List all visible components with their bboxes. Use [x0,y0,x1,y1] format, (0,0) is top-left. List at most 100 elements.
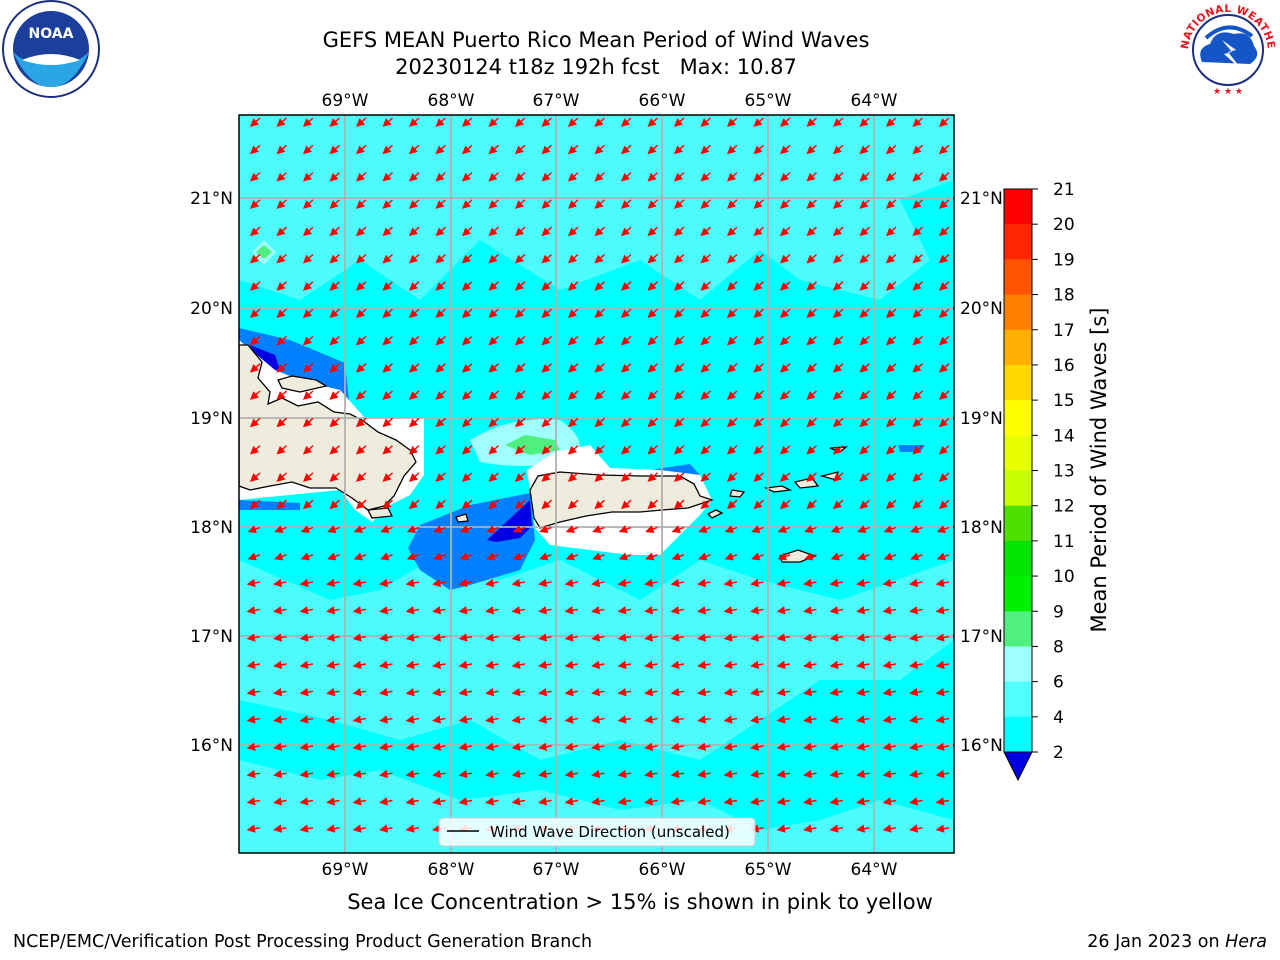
wind-arrow [382,144,393,155]
wind-arrow [935,769,950,779]
wind-arrow [723,660,738,669]
wind-arrow [514,172,526,182]
wind-arrow [885,417,897,428]
wind-arrow [276,417,287,428]
wind-arrow [405,824,420,833]
wind-arrow [511,633,526,642]
wind-arrow [514,472,526,482]
wind-arrow [647,499,658,510]
wind-arrow [644,688,658,697]
wind-arrow [700,335,711,346]
wind-arrow [753,445,764,455]
map-frame [238,114,955,854]
wind-arrow [405,660,420,669]
wind-arrow [408,390,420,400]
wind-arrow [249,472,261,482]
wind-arrow [647,226,658,237]
wind-arrow [591,742,605,751]
wind-arrow [249,390,261,400]
wind-arrow [806,363,817,373]
wind-arrow [432,742,446,751]
wind-arrow [435,499,446,510]
wind-arrow [697,797,711,806]
wind-arrow [723,742,738,751]
wind-arrow [514,308,526,319]
wind-arrow [700,417,711,428]
wind-arrow [435,363,446,373]
wind-arrow [912,335,923,346]
wind-arrow [912,199,923,209]
wind-arrow [832,172,844,182]
wind-arrow [779,335,791,346]
lon-label-top: 68°W [428,91,475,111]
map-legend: Wind Wave Direction (unscaled) [438,817,756,847]
credit-text: NCEP/EMC/Verification Post Processing Pr… [13,932,593,952]
wind-arrow [355,335,367,346]
wind-arrow [806,472,817,482]
wind-arrow [647,281,658,291]
wind-arrow [856,715,870,724]
wind-arrow [249,172,261,182]
wind-arrow [859,417,870,428]
wind-arrow [829,688,844,697]
wind-arrow [246,578,261,588]
wind-arrow [936,552,950,561]
wind-arrow [912,144,923,155]
wind-arrow [382,117,393,127]
wind-arrow [832,144,844,155]
wind-arrow [594,390,605,400]
wind-arrow [382,172,393,182]
wind-arrow [355,226,367,237]
wind-arrow [910,552,923,561]
wind-arrow [249,253,261,264]
hispaniola [239,344,417,511]
wind-arrow [726,226,738,237]
wind-arrow [382,199,393,209]
wind-arrow [352,606,367,615]
wind-arrow [379,824,393,833]
wind-arrow [856,769,870,779]
colorbar-tick-label: 13 [1053,462,1075,482]
wind-arrow [302,199,314,209]
wind-arrow [882,824,897,833]
wind-arrow [909,688,923,697]
wind-arrow [273,660,287,669]
wind-arrow [700,253,711,264]
wind-arrow [832,417,844,428]
wind-arrow [673,172,685,182]
wind-arrow [380,525,393,534]
wind-arrow [938,144,950,155]
wind-arrow [617,797,632,806]
wind-arrow [408,499,420,510]
wind-arrow [488,117,499,127]
lon-label-bottom: 65°W [745,860,792,880]
wind-arrow [803,824,817,833]
colorbar-band [1004,294,1032,331]
wind-arrow [885,172,897,182]
wind-arrow [700,226,711,237]
wind-arrow [726,363,738,373]
wind-arrow [458,715,473,724]
colorbar-band [1004,611,1032,647]
chart-title-line2: 20230124 t18z 192h fcst Max: 10.87 [0,54,1192,80]
wind-arrow [380,552,393,561]
wind-arrow [379,578,393,588]
wind-arrow [247,552,261,561]
wind-arrow [249,281,261,291]
wind-arrow [249,144,261,155]
wind-arrow [329,499,340,510]
wind-arrow [276,253,287,264]
wind-arrow [276,499,287,510]
wind-arrow [859,308,870,319]
wind-arrow [591,660,605,669]
wind-arrow [514,445,526,455]
wind-arrow [405,578,420,588]
wind-arrow [249,117,261,127]
wind-arrow [806,445,817,455]
wind-arrow [859,499,870,510]
wind-arrow [726,281,738,291]
wind-arrow [488,199,499,209]
wind-arrow [829,660,844,669]
wind-arrow [541,172,552,182]
wind-arrow [276,117,287,127]
